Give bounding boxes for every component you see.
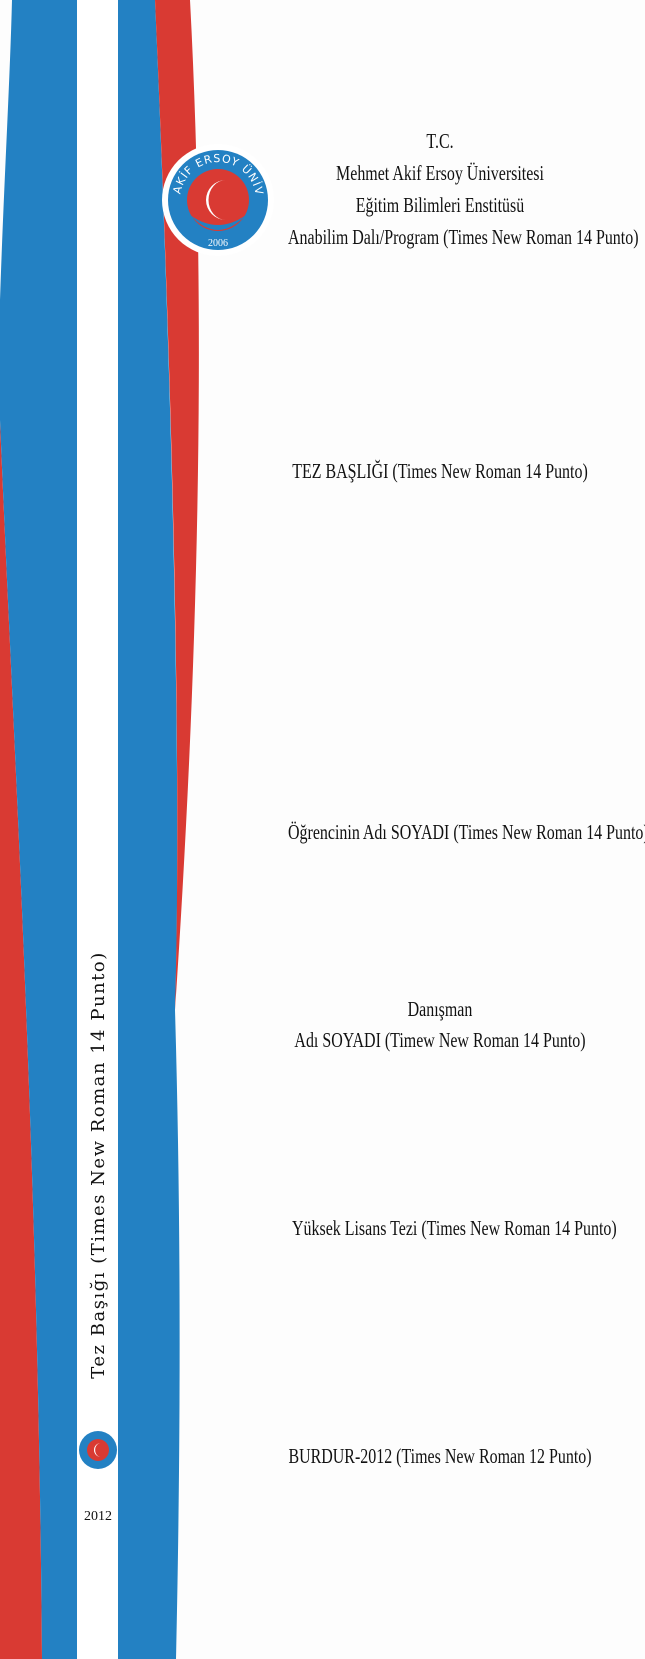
spine-logo xyxy=(79,1431,117,1469)
student-name: Öğrencinin Adı SOYADI (Times New Roman 1… xyxy=(288,820,645,844)
header-line: Anabilim Dalı/Program (Times New Roman 1… xyxy=(288,225,639,249)
header-line: Mehmet Akif Ersoy Üniversitesi xyxy=(336,161,544,185)
red-stripe-right xyxy=(155,0,199,1010)
red-stripe-left xyxy=(0,420,42,1659)
spine-year: 2012 xyxy=(84,1509,112,1524)
blue-stripe-left xyxy=(0,0,77,1659)
thesis-title: TEZ BAŞLIĞI (Times New Roman 14 Punto) xyxy=(292,459,588,483)
logo-year: 2006 xyxy=(208,238,228,249)
footer: BURDUR-2012 (Times New Roman 12 Punto) xyxy=(288,1444,592,1468)
header-line: T.C. xyxy=(426,129,454,153)
blue-stripe-right xyxy=(118,0,180,1659)
spine xyxy=(77,0,118,1659)
header-line: Eğitim Bilimleri Enstitüsü xyxy=(355,193,525,217)
advisor-name: Adı SOYADI (Timew New Roman 14 Punto) xyxy=(294,1028,586,1052)
spine-title: Tez Başığı (Times New Roman 14 Punto) xyxy=(88,951,109,1378)
degree: Yüksek Lisans Tezi (Times New Roman 14 P… xyxy=(292,1216,617,1240)
advisor-role: Danışman xyxy=(407,997,473,1021)
